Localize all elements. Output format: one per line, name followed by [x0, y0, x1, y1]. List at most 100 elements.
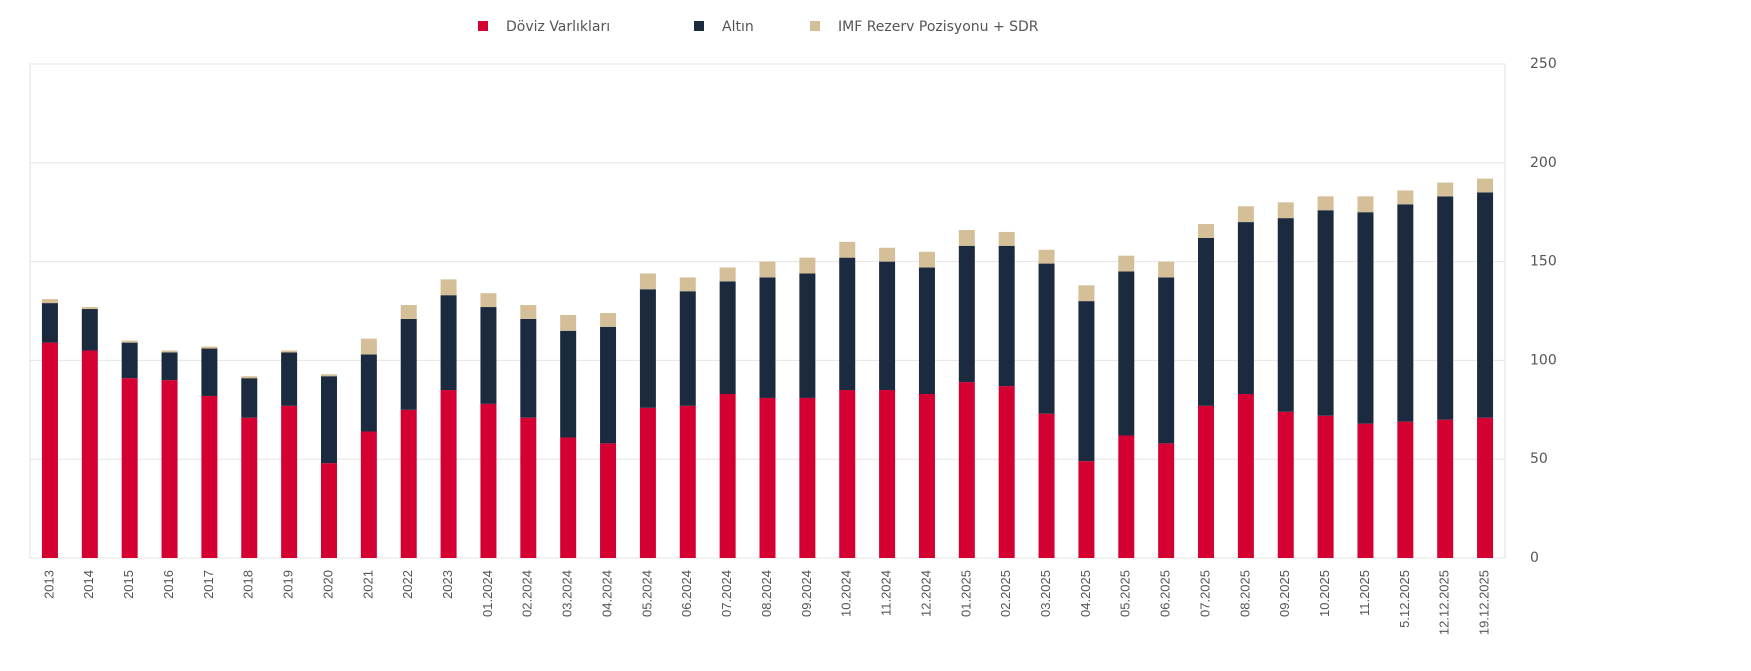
bar-segment [679, 291, 696, 406]
bar-segment [201, 348, 218, 396]
bar-segment [480, 293, 497, 308]
bar-segment [400, 305, 417, 319]
y-tick-label: 150 [1530, 254, 1557, 270]
bar-segment [360, 431, 377, 558]
bar-segment [839, 390, 856, 558]
bar-segment [1437, 182, 1454, 197]
bar-segment [1397, 421, 1414, 558]
bar-segment [958, 229, 975, 246]
x-tick-label: 2018 [241, 570, 256, 599]
bar-segment [161, 352, 178, 381]
bar-segment [161, 380, 178, 558]
bar-segment [320, 374, 337, 377]
bar-segment [1477, 417, 1494, 558]
x-tick-label: 2020 [320, 570, 335, 599]
x-tick-label: 12.2024 [918, 570, 933, 617]
bar-segment [1078, 301, 1095, 462]
bar-segment [1078, 461, 1095, 558]
legend-label: Döviz Varlıkları [506, 19, 610, 35]
bar-segment [520, 305, 537, 319]
bar-segment [799, 397, 816, 558]
bar-segment [719, 281, 736, 394]
x-tick-label: 04.2024 [599, 570, 614, 617]
bar-segment [281, 405, 298, 558]
bar-segment [1277, 218, 1294, 412]
legend-marker [694, 21, 704, 31]
bar-segment [1477, 178, 1494, 193]
bar-segment [241, 376, 258, 379]
bar-segment [1317, 210, 1334, 416]
bar-segment [520, 417, 537, 558]
bar-segment [958, 382, 975, 558]
bar-segment [998, 386, 1015, 558]
bar-segment [719, 267, 736, 282]
x-tick-label: 02.2025 [998, 570, 1013, 617]
x-tick-label: 19.12.2025 [1477, 570, 1492, 635]
bar-segment [1317, 196, 1334, 211]
x-tick-label: 2014 [81, 570, 96, 599]
bar-segment [560, 314, 577, 331]
bar-segment [799, 273, 816, 398]
x-tick-label: 05.2024 [639, 570, 654, 617]
bar-segment [1237, 393, 1254, 558]
x-tick-label: 12.12.2025 [1437, 570, 1452, 635]
x-tick-label: 2017 [201, 570, 216, 599]
bar-segment [839, 241, 856, 258]
bar-segment [1277, 411, 1294, 558]
bar-segment [1158, 261, 1175, 278]
bar-segment [360, 338, 377, 355]
bar-segment [1038, 263, 1055, 414]
x-tick-label: 09.2025 [1277, 570, 1292, 617]
x-tick-label: 08.2025 [1237, 570, 1252, 617]
bar-segment [320, 463, 337, 558]
bar-segment [41, 342, 58, 558]
legend-marker [478, 21, 488, 31]
bar-segment [639, 289, 656, 408]
x-tick-label: 07.2024 [719, 570, 734, 617]
x-tick-label: 06.2025 [1158, 570, 1173, 617]
bar-segment [918, 267, 935, 394]
bar-segment [241, 417, 258, 558]
bar-segment [1437, 196, 1454, 420]
bar-segment [81, 309, 98, 351]
bar-segment [281, 350, 298, 353]
bar-segment [879, 390, 896, 558]
bar-segment [998, 245, 1015, 387]
x-tick-label: 2016 [161, 570, 176, 599]
x-tick-label: 09.2024 [799, 570, 814, 617]
y-tick-label: 50 [1530, 451, 1548, 467]
bar-segment [879, 247, 896, 262]
bar-segment [201, 395, 218, 558]
bar-segment [679, 277, 696, 292]
y-tick-label: 100 [1530, 352, 1557, 368]
legend-marker [810, 21, 820, 31]
bar-segment [1158, 443, 1175, 558]
bar-segment [41, 299, 58, 304]
x-tick-label: 2021 [360, 570, 375, 599]
bar-segment [1198, 237, 1215, 406]
bar-segment [998, 231, 1015, 246]
bar-segment [41, 303, 58, 343]
legend-label: IMF Rezerv Pozisyonu + SDR [838, 19, 1039, 35]
x-tick-label: 06.2024 [679, 570, 694, 617]
bar-segment [161, 350, 178, 353]
bar-segment [560, 330, 577, 438]
bar-segment [81, 307, 98, 310]
bar-segment [1357, 423, 1374, 558]
bar-segment [839, 257, 856, 391]
bar-segment [1158, 277, 1175, 444]
bar-segment [1397, 190, 1414, 205]
bar-segment [1317, 415, 1334, 558]
bar-segment [520, 318, 537, 418]
bar-segment [440, 295, 457, 391]
bar-segment [958, 245, 975, 383]
bar-segment [1237, 222, 1254, 394]
y-tick-label: 250 [1530, 56, 1557, 72]
bar-segment [121, 342, 138, 379]
x-tick-label: 03.2024 [560, 570, 575, 617]
bar-segment [679, 405, 696, 558]
x-tick-label: 04.2025 [1078, 570, 1093, 617]
x-tick-label: 2022 [400, 570, 415, 599]
bar-segment [201, 346, 218, 349]
